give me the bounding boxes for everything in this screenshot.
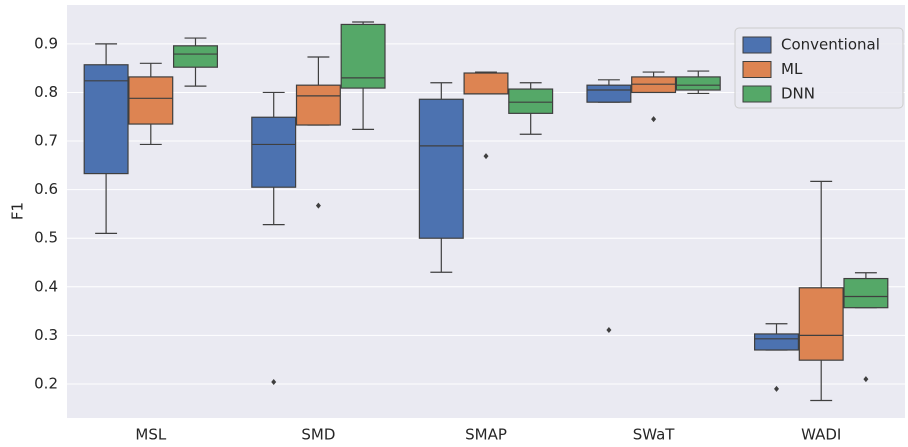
legend-swatch <box>742 85 772 103</box>
box <box>798 287 844 361</box>
box <box>295 84 341 126</box>
legend-label: ML <box>781 60 803 78</box>
outlier <box>606 327 612 334</box>
outlier <box>774 385 780 392</box>
y-tick-label: 0.4 <box>34 277 58 295</box>
box <box>340 23 386 89</box>
y-tick-label: 0.8 <box>34 83 58 101</box>
y-tick-label: 0.2 <box>34 374 58 392</box>
box <box>508 88 554 114</box>
x-tick-label: SMAP <box>465 426 507 444</box>
x-tick-label: WADI <box>801 426 841 444</box>
box <box>754 333 800 351</box>
box <box>675 76 721 91</box>
box <box>83 64 129 175</box>
outlier <box>863 376 869 383</box>
y-tick-label: 0.9 <box>34 34 58 52</box>
y-tick-label: 0.7 <box>34 132 58 150</box>
x-tick-label: SWaT <box>633 426 676 444</box>
x-tick-label: MSL <box>135 426 166 444</box>
legend-label: DNN <box>781 85 815 103</box>
legend-swatch <box>742 36 772 54</box>
y-tick-label: 0.6 <box>34 180 58 198</box>
box <box>251 116 297 188</box>
y-axis-label: F1 <box>9 202 27 220</box>
box <box>172 45 218 68</box>
box <box>843 277 889 309</box>
y-tick-label: 0.5 <box>34 229 58 247</box>
box <box>418 98 464 239</box>
y-tick-label: 0.3 <box>34 326 58 344</box>
outlier <box>271 379 277 386</box>
outlier <box>315 202 321 209</box>
legend-box <box>734 27 904 109</box>
outlier <box>651 116 657 123</box>
legend-swatch <box>742 61 772 78</box>
x-tick-label: SMD <box>301 426 335 444</box>
box <box>463 72 509 95</box>
box <box>128 76 174 125</box>
outlier <box>483 153 489 160</box>
box <box>586 84 632 103</box>
legend-label: Conventional <box>781 36 880 54</box>
